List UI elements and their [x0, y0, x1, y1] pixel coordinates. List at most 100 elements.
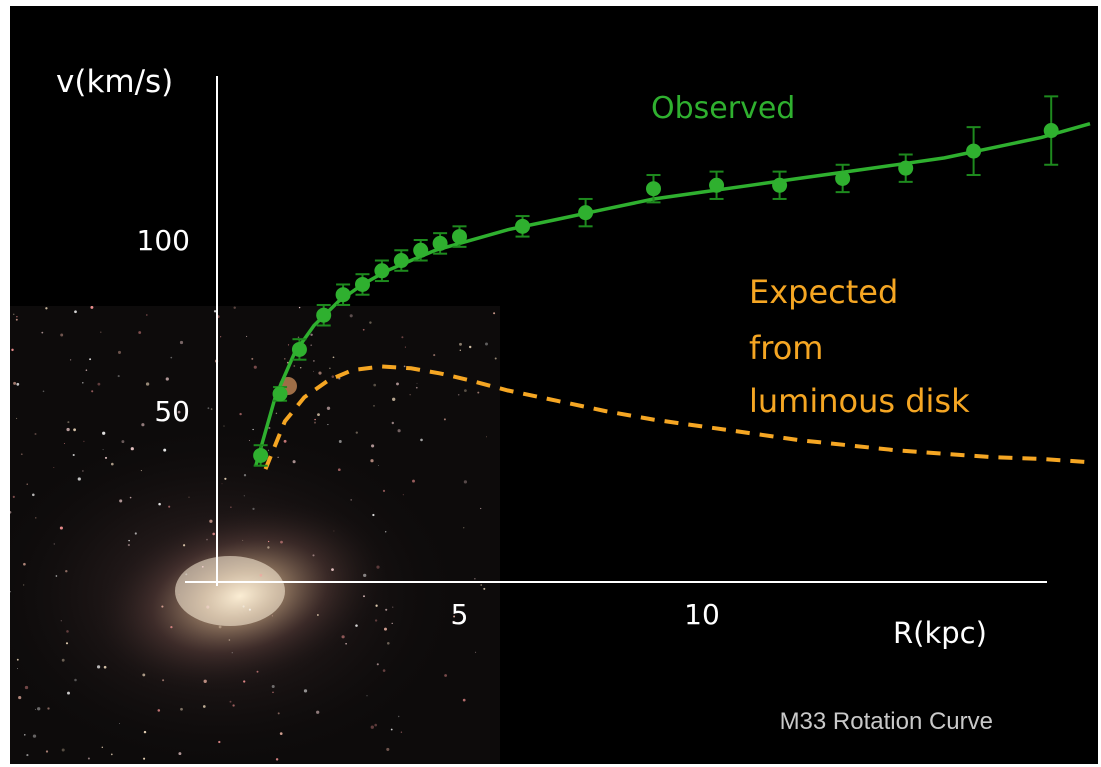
observed-point: [374, 259, 390, 283]
background-star: [391, 622, 393, 625]
background-star: [391, 421, 394, 425]
background-star: [277, 712, 280, 715]
data-marker: [291, 341, 307, 357]
data-marker: [253, 447, 269, 463]
observed-point: [966, 126, 982, 177]
background-star: [85, 369, 88, 371]
background-star: [72, 453, 75, 457]
background-star: [459, 349, 461, 351]
background-star: [483, 587, 486, 590]
background-star: [443, 418, 446, 421]
background-star: [69, 359, 72, 361]
observed-point: [272, 386, 288, 402]
background-star: [415, 386, 418, 389]
data-marker: [515, 218, 531, 234]
background-star: [26, 754, 29, 757]
observed-point: [413, 239, 429, 262]
data-marker: [393, 253, 409, 269]
background-star: [207, 407, 210, 410]
data-marker: [1043, 123, 1059, 139]
background-star: [65, 642, 69, 645]
background-star: [312, 554, 315, 557]
tick-labels: 5 10 50 100: [137, 224, 720, 631]
background-star: [355, 431, 358, 434]
background-star: [493, 312, 496, 315]
background-star: [333, 530, 335, 532]
background-star: [404, 346, 406, 348]
background-star: [178, 594, 180, 596]
background-star: [90, 306, 94, 309]
observed-point: [515, 215, 531, 238]
background-star: [212, 532, 216, 536]
background-star: [232, 704, 235, 707]
data-marker: [355, 276, 370, 292]
background-star: [400, 731, 403, 733]
data-marker: [646, 181, 661, 197]
background-star: [341, 635, 345, 639]
background-star: [457, 393, 460, 396]
background-star: [259, 573, 263, 577]
background-star: [317, 614, 319, 616]
background-star: [253, 365, 257, 369]
background-star: [119, 723, 120, 724]
background-star: [345, 642, 347, 645]
background-star: [485, 436, 488, 438]
background-star: [140, 470, 142, 472]
background-star: [279, 732, 283, 735]
data-marker: [772, 177, 788, 193]
background-star: [287, 344, 290, 346]
background-star: [416, 382, 418, 384]
background-star: [129, 496, 132, 499]
background-star: [66, 427, 70, 432]
observed-point: [578, 197, 594, 228]
background-star: [392, 397, 396, 401]
background-star: [475, 651, 477, 653]
background-star: [15, 318, 18, 321]
background-star: [402, 494, 404, 496]
background-star: [272, 691, 274, 694]
background-star: [210, 408, 213, 410]
background-star: [37, 707, 41, 711]
plot-area: [253, 95, 1091, 470]
background-star: [163, 448, 167, 452]
background-star: [179, 340, 184, 345]
background-star: [313, 370, 315, 372]
data-marker: [966, 143, 982, 159]
background-star: [310, 333, 313, 337]
background-star: [13, 381, 17, 385]
background-star: [370, 459, 374, 463]
observed-point: [393, 249, 409, 272]
background-star: [370, 725, 374, 729]
background-star: [374, 619, 378, 622]
background-star: [47, 707, 50, 710]
background-star: [373, 405, 375, 407]
background-star: [242, 539, 244, 541]
background-star: [480, 584, 483, 586]
background-star: [65, 569, 68, 573]
background-star: [355, 624, 358, 627]
background-star: [462, 698, 466, 702]
background-star: [82, 470, 84, 472]
background-star: [267, 546, 270, 549]
background-star: [130, 447, 134, 451]
background-star: [316, 710, 320, 714]
observed-point: [316, 303, 332, 327]
background-star: [162, 679, 165, 682]
observed-point: [355, 273, 370, 296]
background-star: [390, 728, 393, 731]
background-star: [17, 668, 18, 670]
background-star: [385, 608, 388, 611]
background-star: [41, 331, 44, 334]
background-star: [67, 421, 70, 424]
x-axis-label: R(kpc): [893, 616, 987, 650]
expected-label-line-2: from: [749, 329, 823, 367]
background-star: [299, 367, 302, 369]
background-star: [77, 477, 81, 481]
background-star: [16, 382, 20, 386]
background-star: [463, 480, 468, 484]
background-star: [100, 331, 102, 333]
background-star: [297, 336, 300, 338]
y-tick-label: 100: [137, 224, 190, 257]
background-star: [384, 627, 387, 631]
data-marker: [316, 307, 332, 323]
